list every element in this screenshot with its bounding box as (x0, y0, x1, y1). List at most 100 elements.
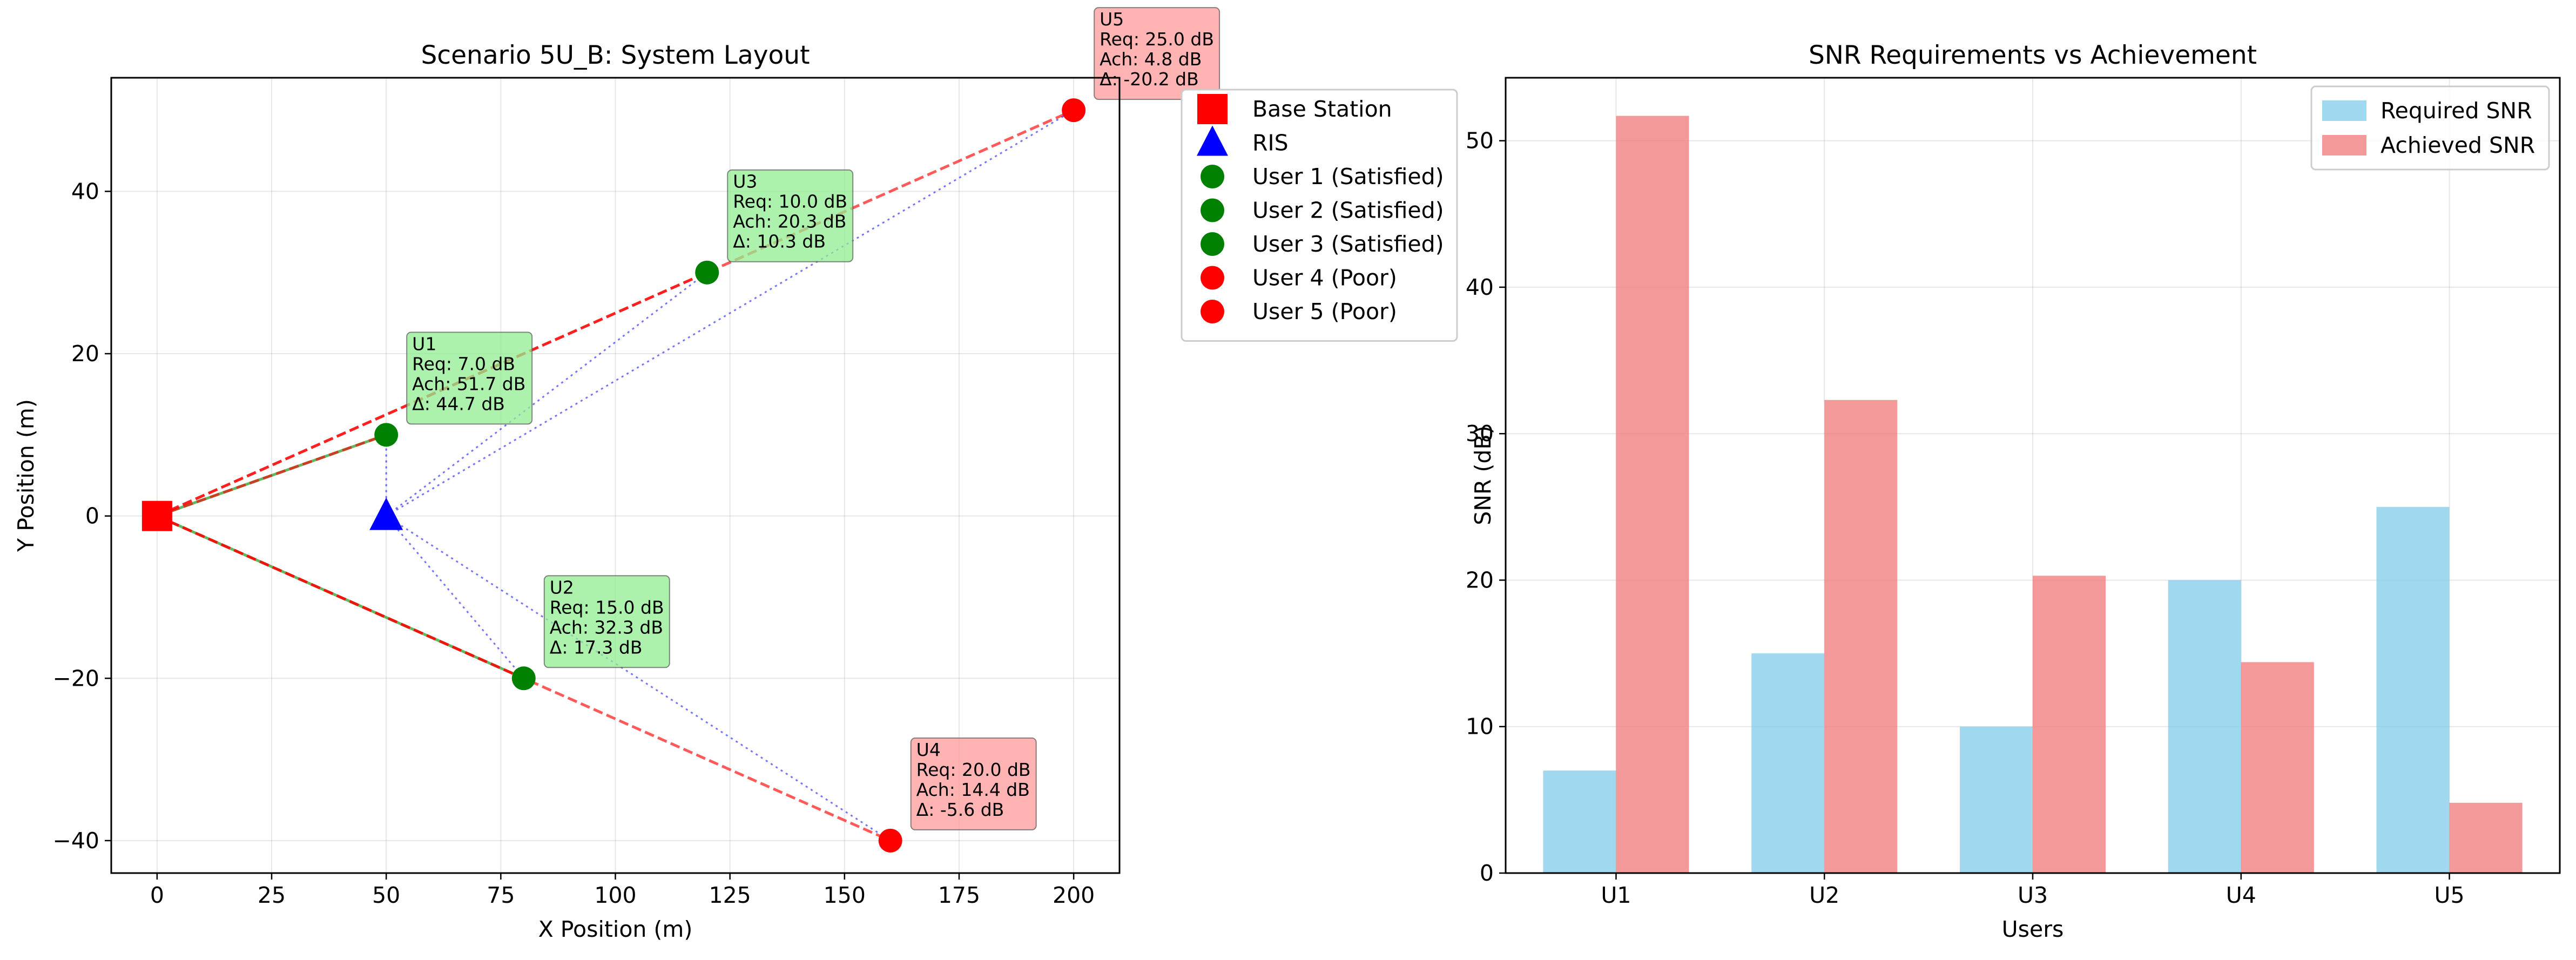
required-snr-bar (2376, 506, 2450, 873)
legend-circle-marker (1201, 165, 1224, 188)
legend-label: User 2 (Satisfied) (1252, 198, 1444, 224)
annotation-text: Req: 10.0 dB (733, 191, 847, 212)
achieved-snr-bar (1824, 400, 1898, 873)
legend-label: User 1 (Satisfied) (1252, 164, 1444, 190)
layout-y-tick-label: 20 (71, 341, 99, 367)
annotation-text: Δ: -5.6 dB (916, 799, 1004, 820)
legend-square-marker (1197, 94, 1228, 124)
annotation-text: Ach: 20.3 dB (733, 211, 846, 232)
annotation-box (727, 169, 854, 262)
user-marker (695, 260, 719, 285)
user-marker (374, 423, 399, 447)
annotation-text: Δ: 17.3 dB (550, 637, 643, 658)
layout-x-tick-label: 175 (938, 882, 980, 908)
annotation-text: Req: 7.0 dB (412, 353, 515, 374)
annotation-text: U5 (1100, 9, 1124, 30)
annotation-box (910, 737, 1037, 830)
snr-chart: 0 10 20 30 40 50 U1 U2 U3 U4 U5 SNR Requirements v… (1466, 40, 2561, 942)
achieved-snr-bar (2241, 662, 2314, 873)
legend-label: Base Station (1252, 96, 1392, 122)
annotation-text: Ach: 4.8 dB (1100, 49, 1202, 70)
snr-legend: Required SNR Achieved SNR (2310, 85, 2550, 171)
annotation-text: Δ: 10.3 dB (733, 231, 826, 252)
layout-axis-ticks: 0 25 50 75 100 125 150 175 200 −40 −20 0 20 40 (52, 178, 1095, 908)
ris-link-dotted (386, 272, 708, 517)
ris-marker (369, 497, 403, 530)
legend-triangle-marker (1197, 125, 1228, 156)
snr-y-axis-label: SNR (dB) (1470, 425, 1496, 525)
snr-legend-swatch (2322, 135, 2366, 156)
layout-markers (141, 98, 1086, 853)
legend-label: User 5 (Poor) (1252, 299, 1397, 324)
snr-x-tick-label: U4 (2226, 882, 2256, 908)
snr-title: SNR Requirements vs Achievement (1809, 40, 2257, 70)
annotation-text: Δ: 44.7 dB (412, 393, 505, 414)
snr-x-axis-label: Users (2002, 916, 2064, 942)
user-marker (878, 828, 902, 853)
layout-y-tick-label: −20 (52, 665, 99, 691)
snr-x-tick-label: U1 (1601, 882, 1631, 908)
snr-legend-swatch (2322, 100, 2366, 121)
annotation-text: Ach: 51.7 dB (412, 373, 525, 394)
required-snr-bar (1751, 653, 1825, 873)
annotation-text: U2 (550, 577, 574, 598)
layout-x-axis-label: X Position (m) (538, 916, 693, 942)
legend-circle-marker (1201, 232, 1224, 256)
snr-legend-frame (2310, 85, 2550, 171)
ris-link-dotted (386, 109, 1074, 517)
legend-label: RIS (1252, 130, 1289, 156)
snr-y-tick-label: 0 (1480, 860, 1494, 886)
required-snr-bar (1959, 726, 2033, 873)
snr-y-tick-label: 30 (1466, 421, 1494, 447)
direct-link-dashed (156, 109, 1075, 517)
ris-link-dotted (386, 515, 891, 842)
legend-label: User 4 (Poor) (1252, 265, 1397, 291)
layout-y-tick-label: 0 (85, 503, 99, 529)
snr-legend-label: Required SNR (2381, 98, 2532, 124)
legend-label: User 3 (Satisfied) (1252, 231, 1444, 257)
legend-circle-marker (1201, 300, 1224, 323)
annotation-text: U1 (412, 333, 436, 354)
legend-circle-marker (1201, 266, 1224, 290)
required-snr-bar (2168, 580, 2241, 873)
legend-circle-marker (1201, 198, 1224, 222)
annotation-box (1094, 7, 1220, 100)
annotation-text: U4 (916, 739, 941, 760)
snr-y-tick-label: 40 (1466, 274, 1494, 300)
snr-y-tick-label: 50 (1466, 128, 1494, 154)
layout-title: Scenario 5U_B: System Layout (421, 40, 810, 70)
base-station-marker (141, 501, 172, 531)
user-marker (1062, 98, 1086, 123)
snr-y-tick-label: 20 (1466, 567, 1494, 593)
annotation-text: Req: 20.0 dB (916, 759, 1031, 780)
layout-x-tick-label: 50 (372, 882, 400, 908)
annotation-text: Ach: 14.4 dB (916, 779, 1030, 800)
achieved-snr-bar (2033, 576, 2106, 873)
annotation-text: Req: 25.0 dB (1100, 29, 1214, 50)
annotation-text: Ach: 32.3 dB (550, 617, 663, 638)
required-snr-bar (1543, 770, 1616, 873)
annotation-box (406, 332, 533, 425)
direct-link-dashed (157, 433, 387, 518)
achieved-snr-bar (2449, 802, 2523, 873)
annotation-text: U3 (733, 171, 757, 192)
snr-bars (1543, 116, 2523, 873)
layout-x-tick-label: 75 (487, 882, 515, 908)
annotation-box (543, 575, 670, 668)
layout-legend: Base Station RIS User 1 (Satisfied) User 2 … (1181, 89, 1458, 342)
layout-legend-frame (1181, 89, 1458, 342)
snr-legend-label: Achieved SNR (2381, 132, 2535, 158)
layout-y-tick-label: 40 (71, 178, 99, 204)
user-marker (511, 666, 536, 691)
snr-y-tick-label: 10 (1466, 714, 1494, 740)
annotation-text: Req: 15.0 dB (550, 597, 664, 618)
layout-x-tick-label: 25 (258, 882, 286, 908)
ris-link-dotted (386, 515, 524, 679)
snr-x-tick-label: U2 (1809, 882, 1839, 908)
